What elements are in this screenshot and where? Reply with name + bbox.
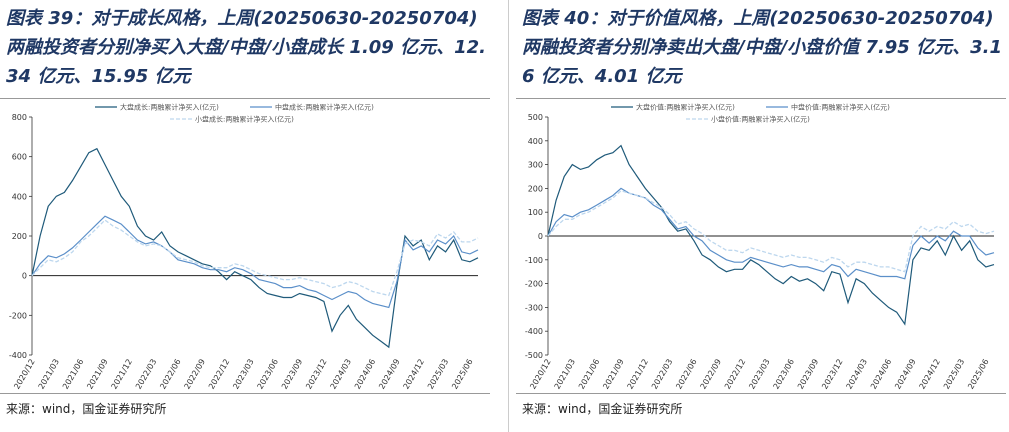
x-tick-label: 2023/03: [747, 358, 771, 391]
x-tick-label: 2023/12: [820, 358, 844, 391]
x-tick-label: 2023/12: [304, 358, 328, 391]
x-tick-label: 2021/03: [553, 358, 577, 391]
x-tick-label: 2022/06: [674, 358, 698, 391]
line: [547, 144, 995, 326]
x-tick-label: 2021/06: [577, 358, 601, 391]
x-tick-label: 2024/09: [893, 358, 917, 391]
y-tick-label: -500: [525, 351, 543, 360]
y-tick-label: 200: [12, 232, 27, 241]
chart-title: 图表 39：对于成长风格，上周(20250630-20250704)两融投资者分…: [6, 8, 486, 87]
x-tick-label: 2020/12: [528, 358, 552, 391]
x-tick-label: 2024/06: [353, 358, 377, 391]
x-tick-label: 2024/12: [918, 358, 942, 391]
y-tick-label: -300: [525, 303, 543, 312]
y-tick-label: -100: [525, 256, 543, 265]
x-tick-label: 2023/06: [772, 358, 796, 391]
chart-box: -500 -400 -300 -200 -100 0 100 200 300 400 500 2020…: [516, 98, 1006, 394]
chart-box: -400 -200 0 200 400 600 800 2020/12 2021/03 2021/…: [0, 98, 490, 394]
y-tick-label: -400: [9, 351, 27, 360]
x-tick-label: 2022/09: [183, 358, 207, 391]
x-tick-label: 2024/06: [869, 358, 893, 391]
y-tick-label: 300: [528, 161, 543, 170]
legend: 大盘价值:两融累计净买入(亿元) 中盘价值:两融累计净买入(亿元) 小盘价值:两融累…: [611, 103, 890, 124]
y-tick-label: 100: [528, 208, 543, 217]
legend-label: 小盘成长:两融累计净买入(亿元): [195, 115, 294, 124]
y-tick-label: 600: [12, 153, 27, 162]
x-tick-label: 2021/12: [626, 358, 650, 391]
y-tick-label: 800: [12, 113, 27, 122]
x-tick-label: 2022/03: [134, 358, 158, 391]
x-tick-label: 2025/06: [966, 358, 990, 391]
x-tick-label: 2021/09: [85, 358, 109, 391]
y-tick-label: -200: [9, 311, 27, 320]
legend: 大盘成长:两融累计净买入(亿元) 中盘成长:两融累计净买入(亿元) 小盘成长:两融累…: [95, 103, 374, 124]
y-tick-label: 200: [528, 184, 543, 193]
line: [31, 215, 479, 309]
line: [31, 219, 479, 297]
x-tick-label: 2022/09: [699, 358, 723, 391]
x-tick-label: 2021/03: [37, 358, 61, 391]
panel-left: 图表 39：对于成长风格，上周(20250630-20250704)两融投资者分…: [0, 0, 492, 432]
x-tick-label: 2025/06: [450, 358, 474, 391]
legend-label: 中盘价值:两融累计净买入(亿元): [791, 103, 890, 112]
x-tick-label: 2024/09: [377, 358, 401, 391]
x-tick-label: 2020/12: [12, 358, 36, 391]
source: 来源：wind，国金证券研究所: [6, 402, 167, 416]
x-tick-label: 2022/12: [723, 358, 747, 391]
chart-title: 图表 40：对于价值风格，上周(20250630-20250704)两融投资者分…: [522, 8, 1002, 87]
x-tick-label: 2025/03: [942, 358, 966, 391]
legend-label: 小盘价值:两融累计净买入(亿元): [711, 115, 810, 124]
x-tick-label: 2023/06: [256, 358, 280, 391]
line: [547, 187, 995, 280]
y-tick-label: -200: [525, 280, 543, 289]
x-tick-label: 2025/03: [426, 358, 450, 391]
x-tick-label: 2021/12: [110, 358, 134, 391]
x-tick-label: 2023/09: [796, 358, 820, 391]
x-tick-label: 2022/03: [650, 358, 674, 391]
x-tick-label: 2024/03: [329, 358, 353, 391]
x-tick-label: 2024/03: [845, 358, 869, 391]
x-tick-label: 2022/12: [207, 358, 231, 391]
x-tick-label: 2024/12: [402, 358, 426, 391]
x-tick-label: 2022/06: [158, 358, 182, 391]
y-tick-label: 400: [12, 192, 27, 201]
x-tick-label: 2023/03: [231, 358, 255, 391]
y-tick-label: -400: [525, 327, 543, 336]
y-tick-label: 500: [528, 113, 543, 122]
source: 来源：wind，国金证券研究所: [522, 402, 683, 416]
x-tick-label: 2021/09: [601, 358, 625, 391]
y-tick-label: 0: [538, 232, 543, 241]
line: [547, 190, 995, 273]
legend-label: 大盘成长:两融累计净买入(亿元): [120, 103, 219, 112]
chart: -500 -400 -300 -200 -100 0 100 200 300 400 500 2020…: [525, 103, 995, 391]
legend-label: 中盘成长:两融累计净买入(亿元): [275, 103, 374, 112]
divider: [508, 0, 509, 432]
y-tick-label: 0: [22, 272, 27, 281]
panel-right: 图表 40：对于价值风格，上周(20250630-20250704)两融投资者分…: [516, 0, 1008, 432]
y-tick-label: 400: [528, 137, 543, 146]
x-tick-label: 2021/06: [61, 358, 85, 391]
legend-label: 大盘价值:两融累计净买入(亿元): [636, 103, 735, 112]
x-tick-label: 2023/09: [280, 358, 304, 391]
